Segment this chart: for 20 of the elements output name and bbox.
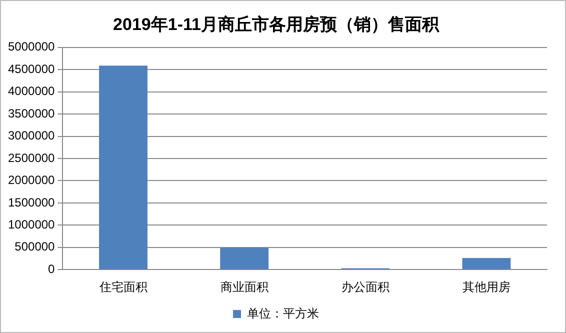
y-tick-label: 3500000 (8, 106, 56, 120)
x-tick-label: 商业面积 (220, 280, 268, 294)
bar (99, 66, 148, 270)
y-tick-label: 4500000 (8, 62, 56, 76)
y-tick-label: 5000000 (8, 40, 56, 54)
y-tick-label: 2000000 (8, 173, 56, 188)
x-tick-label: 住宅面积 (98, 280, 148, 294)
y-tick-label: 4000000 (8, 84, 56, 98)
chart-title: 2019年1-11月商丘市各用房预（销）售面积 (113, 14, 440, 34)
x-tick-label: 办公面积 (341, 280, 390, 294)
y-tick-label: 1500000 (8, 195, 56, 210)
y-tick-label: 0 (48, 262, 56, 276)
y-tick-label: 2500000 (8, 150, 56, 165)
bar (220, 248, 269, 270)
y-tick-label: 3000000 (8, 128, 56, 143)
x-tick-label: 其他用房 (462, 280, 510, 294)
legend-label: 单位：平方米 (247, 306, 319, 320)
y-tick-label: 1000000 (8, 217, 56, 232)
bar (462, 258, 511, 270)
y-tick-label: 500000 (14, 240, 56, 254)
